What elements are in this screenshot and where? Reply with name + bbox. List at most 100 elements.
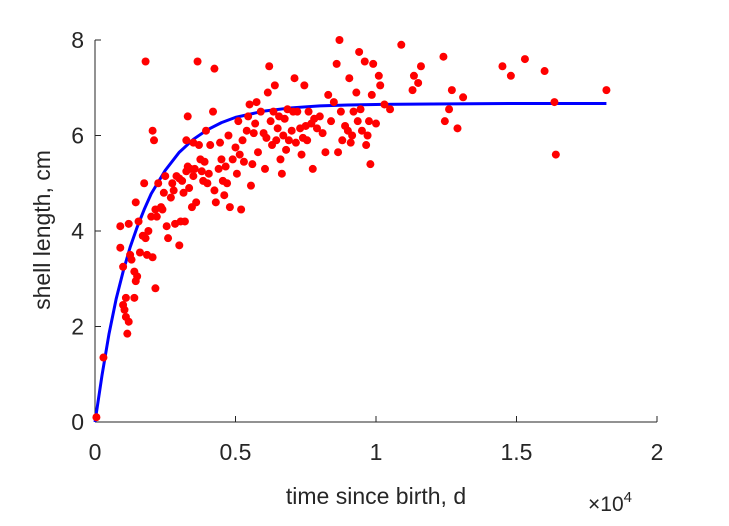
data-point — [280, 114, 289, 123]
data-point — [315, 112, 324, 121]
data-point — [124, 219, 133, 228]
data-point — [162, 222, 171, 231]
x-axis-exponent-power: 4 — [624, 489, 632, 506]
x-axis-exponent-base: ×10 — [588, 493, 624, 516]
data-point — [248, 160, 257, 169]
data-point — [357, 126, 366, 135]
axes: 0 0.5 1 1.5 2 0 2 4 6 8 — [71, 27, 663, 465]
data-point — [161, 172, 170, 181]
data-point — [123, 329, 132, 338]
data-point — [147, 212, 156, 221]
data-point — [362, 141, 371, 150]
data-point — [154, 179, 163, 188]
data-point — [440, 117, 449, 126]
data-point — [99, 353, 108, 362]
data-point — [263, 88, 272, 97]
data-point — [439, 52, 448, 61]
data-point — [214, 164, 223, 173]
data-point — [239, 157, 248, 166]
data-point — [498, 62, 507, 71]
data-point — [273, 124, 282, 133]
data-point — [334, 148, 343, 157]
data-point — [244, 112, 253, 121]
data-point — [223, 179, 232, 188]
data-point — [116, 222, 125, 231]
data-point — [345, 74, 354, 83]
data-point — [237, 205, 246, 214]
data-point — [540, 67, 549, 76]
data-point — [369, 59, 378, 68]
data-point — [602, 86, 611, 95]
data-point — [266, 117, 275, 126]
fit-curve — [93, 102, 607, 423]
data-point — [144, 227, 153, 235]
data-point — [261, 164, 269, 173]
data-point — [335, 36, 344, 44]
data-point — [324, 90, 333, 99]
data-point — [291, 138, 300, 147]
data-point — [242, 126, 251, 135]
data-point — [551, 150, 560, 159]
data-point — [194, 141, 203, 150]
data-point — [251, 119, 260, 128]
data-point — [202, 126, 210, 135]
data-point — [235, 150, 244, 159]
y-tick-label: 4 — [71, 218, 84, 244]
data-point — [216, 138, 225, 147]
data-point — [380, 100, 389, 109]
axis-labels-layer: time since birth, d shell length, cm ×10… — [29, 150, 632, 516]
data-point — [256, 107, 265, 116]
data-point — [131, 198, 140, 207]
data-point — [279, 131, 288, 140]
data-point — [269, 107, 278, 116]
data-point — [140, 179, 149, 188]
data-point — [124, 317, 133, 326]
data-point — [367, 90, 376, 99]
data-point — [151, 284, 160, 293]
data-point — [303, 136, 312, 145]
data-point — [148, 126, 157, 135]
data-point — [312, 124, 321, 133]
y-tick-label: 2 — [71, 314, 84, 340]
data-point — [234, 117, 243, 126]
x-tick-label: 0 — [89, 439, 102, 465]
data-point — [180, 217, 189, 226]
data-point — [206, 141, 215, 150]
data-point — [372, 119, 380, 128]
x-tick-label: 1 — [370, 439, 383, 465]
data-point — [282, 145, 291, 154]
data-point — [550, 98, 559, 107]
data-point — [459, 93, 468, 102]
data-point — [356, 105, 365, 114]
data-point — [366, 160, 375, 169]
data-point — [232, 169, 241, 178]
data-point — [158, 205, 167, 214]
y-axis-label: shell length, cm — [29, 150, 55, 310]
data-point — [92, 413, 101, 422]
data-point — [221, 162, 230, 171]
data-point — [253, 148, 262, 157]
data-point — [211, 198, 220, 207]
x-tick-label: 2 — [651, 439, 664, 465]
data-point — [453, 124, 462, 133]
data-point — [353, 117, 362, 126]
data-point — [336, 107, 345, 116]
data-point — [352, 88, 361, 97]
data-point — [200, 157, 209, 166]
data-point — [249, 129, 258, 138]
data-point — [346, 138, 355, 147]
data-point — [168, 179, 177, 188]
data-point — [414, 78, 423, 87]
data-point — [130, 293, 139, 302]
y-tick-label: 0 — [71, 409, 84, 435]
data-point — [203, 179, 212, 188]
x-tick-label: 1.5 — [501, 439, 533, 465]
data-point — [120, 305, 129, 314]
data-point — [152, 212, 161, 221]
data-point — [189, 172, 198, 181]
data-point — [245, 100, 254, 109]
data-point — [374, 71, 383, 80]
data-point — [284, 136, 293, 145]
